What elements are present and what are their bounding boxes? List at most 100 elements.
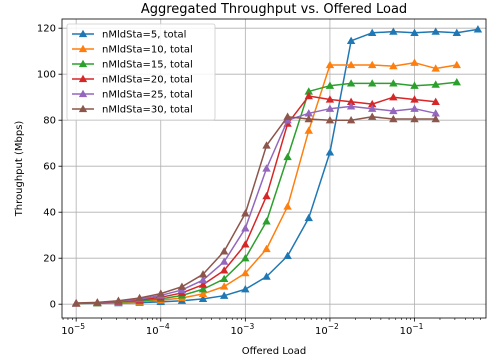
data-point	[241, 268, 250, 277]
legend-label: nMldSta=25, total	[102, 90, 193, 101]
x-tick-exponent: −5	[74, 322, 85, 331]
data-point	[262, 141, 271, 149]
data-point	[262, 244, 271, 253]
data-point	[410, 95, 419, 103]
data-point	[219, 291, 229, 299]
data-point	[431, 64, 440, 72]
data-point	[431, 109, 440, 117]
y-tick-label: 60	[43, 162, 56, 173]
legend-item: nMldSta=30, total	[72, 105, 193, 116]
data-point	[71, 298, 81, 307]
series-layer	[71, 25, 483, 307]
legend-item: nMldSta=25, total	[72, 90, 193, 101]
x-tick-label: 10−5	[61, 322, 85, 337]
data-point	[410, 58, 419, 66]
data-point	[304, 213, 313, 222]
x-tick-label: 10−2	[315, 322, 339, 337]
data-point	[367, 28, 377, 36]
legend-item: nMldSta=20, total	[72, 75, 193, 86]
legend-label: nMldSta=5, total	[102, 30, 186, 41]
data-point	[198, 275, 208, 284]
data-point	[241, 209, 250, 217]
x-tick-exponent: −2	[328, 322, 339, 331]
data-point	[219, 247, 229, 255]
legend-swatch-marker	[78, 74, 88, 83]
x-tick-base: 10	[400, 326, 413, 337]
x-tick-exponent: −4	[159, 322, 170, 331]
legend-swatch-marker	[78, 59, 88, 68]
data-point	[219, 282, 229, 290]
data-point	[325, 95, 335, 103]
data-point	[410, 81, 419, 89]
data-point	[283, 251, 292, 260]
x-tick-exponent: −3	[243, 322, 254, 331]
x-tick-base: 10	[61, 326, 74, 337]
legend-item: nMldSta=5, total	[72, 30, 186, 41]
data-point	[156, 289, 165, 297]
x-tick-base: 10	[230, 326, 243, 337]
data-point	[241, 254, 250, 262]
x-tick-base: 10	[315, 326, 328, 337]
data-point	[346, 116, 356, 124]
data-point	[198, 270, 208, 278]
data-point	[389, 79, 398, 87]
legend: nMldSta=5, total nMldSta=10, total nMldSta…	[66, 23, 216, 121]
legend-swatch-marker	[78, 89, 88, 98]
data-point	[304, 126, 313, 134]
data-point	[367, 79, 377, 87]
data-point	[114, 296, 123, 304]
data-point	[410, 104, 419, 112]
data-point	[346, 60, 356, 69]
y-tick-label: 20	[43, 254, 56, 265]
data-point	[219, 266, 229, 274]
data-point	[241, 224, 250, 232]
series-line	[76, 105, 436, 305]
legend-item: nMldSta=10, total	[72, 45, 193, 56]
data-point	[431, 80, 440, 88]
legend-label: nMldSta=20, total	[102, 75, 193, 86]
chart-title: Aggregated Throughput vs. Offered Load	[141, 2, 407, 17]
data-point	[367, 112, 377, 120]
data-point	[262, 217, 271, 225]
legend-box	[66, 23, 216, 121]
y-tick-label: 80	[43, 116, 56, 127]
data-point	[177, 282, 187, 290]
plot-frame	[61, 18, 487, 319]
data-point	[283, 202, 292, 210]
x-tick-base: 10	[146, 326, 159, 337]
legend-label: nMldSta=30, total	[102, 105, 193, 116]
data-point	[389, 27, 398, 35]
data-point	[389, 114, 398, 123]
data-point	[304, 109, 313, 117]
data-point	[304, 91, 313, 100]
data-point	[93, 298, 102, 306]
data-point	[431, 114, 440, 123]
data-point	[346, 79, 356, 87]
data-point	[473, 25, 483, 33]
data-point	[283, 112, 292, 120]
data-point	[346, 97, 356, 105]
data-point	[389, 106, 398, 115]
data-point	[198, 294, 208, 303]
data-point	[325, 104, 335, 112]
legend-swatch-marker	[78, 29, 88, 38]
y-tick-label: 120	[37, 24, 56, 35]
legend-item: nMldSta=15, total	[72, 60, 193, 71]
data-point	[346, 36, 356, 44]
data-point	[219, 257, 229, 265]
data-point	[283, 152, 292, 161]
data-point	[262, 164, 271, 172]
data-point	[389, 61, 398, 70]
data-point	[367, 104, 377, 112]
x-tick-label: 10−3	[230, 322, 254, 337]
data-point	[367, 60, 377, 69]
data-point	[241, 240, 250, 248]
data-point	[452, 78, 461, 86]
legend-swatch-marker	[78, 104, 88, 113]
legend-label: nMldSta=15, total	[102, 60, 193, 71]
data-point	[452, 60, 461, 69]
data-point	[367, 99, 377, 108]
data-point	[198, 280, 208, 288]
